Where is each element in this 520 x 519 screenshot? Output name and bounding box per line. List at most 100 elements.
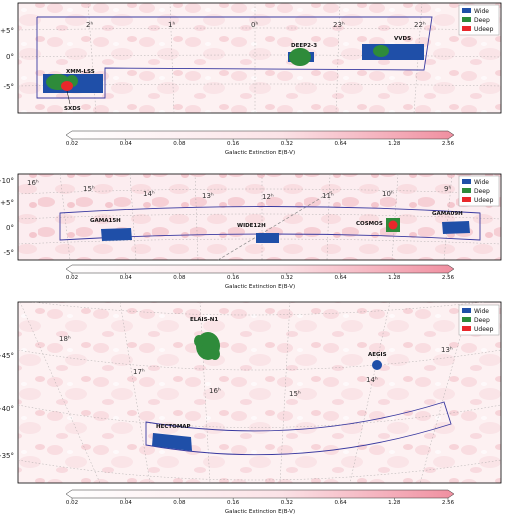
colorbar-tick-label: 0.02: [66, 141, 78, 147]
legend-label: Udeep: [474, 326, 494, 333]
legend-label: Wide: [474, 8, 489, 15]
ra-tick: 17ʰ: [133, 368, 145, 376]
legend-swatch-wide: [462, 8, 471, 13]
dec-tick: +40°: [0, 405, 14, 413]
colorbar-tick-label: 0.08: [173, 275, 186, 281]
colorbar-tick-label: 0.32: [281, 500, 293, 506]
colorbar-tick-label: 0.02: [66, 275, 78, 281]
vvds-deep-footprint: [373, 45, 389, 57]
field-aegis: AEGIS: [368, 352, 387, 370]
ra-tick: 14ʰ: [366, 376, 378, 384]
dec-tick: 0°: [6, 224, 14, 232]
field-gama15h: GAMA15H: [90, 218, 132, 241]
legend: Wide Deep Udeep: [458, 4, 500, 36]
gama09h-wide-footprint: [442, 221, 470, 234]
vvds-wide-footprint: [362, 44, 424, 60]
field-label: AEGIS: [368, 352, 387, 358]
dec-tick: +10°: [0, 177, 14, 185]
panel-top-dec-ticks: +5° 0° -5°: [0, 27, 14, 91]
field-label: WIDE12H: [237, 223, 266, 229]
legend-label: Deep: [474, 17, 490, 24]
colorbar-tick-label: 2.56: [442, 141, 455, 147]
ra-tick: 1ʰ: [168, 21, 175, 29]
legend-swatch-deep: [462, 188, 471, 193]
colorbar-tick-label: 0.08: [173, 141, 186, 147]
legend-label: Wide: [474, 308, 489, 315]
ra-tick: 11ʰ: [322, 192, 334, 200]
colorbar-tick-label: 0.32: [281, 275, 293, 281]
panel-bottom-ra-ticks: 18ʰ 17ʰ 16ʰ 15ʰ 14ʰ 13ʰ: [59, 335, 453, 398]
sxds-pointer: [66, 90, 71, 105]
legend-label: Wide: [474, 179, 489, 186]
gama15h-wide-footprint: [101, 228, 132, 241]
legend-swatch-wide: [462, 179, 471, 184]
field-label: ELAIS-N1: [190, 317, 218, 323]
ra-tick: 0ʰ: [251, 21, 258, 29]
field-gama09h: GAMA09H: [432, 211, 470, 234]
dec-tick: +5°: [0, 199, 14, 207]
legend-swatch-wide: [462, 308, 471, 313]
field-label: XMM-LSS: [66, 69, 95, 75]
colorbar-tick-label: 2.56: [442, 275, 455, 281]
colorbar-bottom: 0.02 0.04 0.08 0.16 0.32 0.64 1.28 2.56 Galacti…: [65, 489, 455, 515]
dec-tick: 0°: [6, 53, 14, 61]
legend: Wide Deep Udeep: [458, 175, 500, 207]
field-label: GAMA09H: [432, 211, 463, 217]
legend-label: Deep: [474, 188, 490, 195]
field-vvds: VVDS: [362, 36, 424, 60]
aegis-wide-footprint: [372, 360, 382, 370]
panel-middle-frame: [17, 173, 502, 261]
legend-swatch-deep: [462, 317, 471, 322]
ra-tick: 12ʰ: [262, 193, 274, 201]
colorbar-tick-label: 0.64: [334, 500, 347, 506]
survey-boundary: [36, 16, 433, 99]
colorbar-tick-label: 2.56: [442, 500, 455, 506]
ra-tick: 16ʰ: [27, 179, 39, 187]
panel-middle: 16ʰ 15ʰ 14ʰ 13ʰ 12ʰ 11ʰ 10ʰ 9ʰ +10° +5° …: [0, 173, 502, 261]
panel-middle-dec-ticks: +10° +5° 0° -5°: [0, 177, 14, 257]
survey-boundary: [145, 401, 452, 456]
ra-tick: 15ʰ: [83, 185, 95, 193]
deep2-deep-footprint: [289, 48, 311, 66]
field-wide12h: WIDE12H: [237, 223, 279, 243]
colorbar-tick-label: 0.04: [120, 500, 133, 506]
panel-bottom-dec-ticks: +45° +40° +35°: [0, 352, 14, 460]
field-label: SXDS: [64, 106, 81, 112]
panel-bottom: 18ʰ 17ʰ 16ʰ 15ʰ 14ʰ 13ʰ +45° +40° +35° E…: [0, 301, 502, 484]
colorbar: [65, 130, 455, 140]
field-hectomap: HECTOMAP: [152, 424, 192, 451]
colorbar-tick-label: 1.28: [388, 141, 401, 147]
ra-tick: 16ʰ: [209, 387, 221, 395]
colorbar-tick-label: 0.16: [227, 275, 240, 281]
colorbar-top: 0.02 0.04 0.08 0.16 0.32 0.64 1.28 2.56 Galacti…: [65, 130, 455, 156]
field-elais-n1: ELAIS-N1: [190, 317, 220, 360]
galactic-plane-line: [217, 189, 335, 261]
colorbar-label: Galactic Extinction E(B-V): [225, 509, 295, 515]
ra-tick: 2ʰ: [86, 21, 93, 29]
ra-tick: 18ʰ: [59, 335, 71, 343]
colorbar-tick-label: 0.64: [334, 141, 347, 147]
panel-top-ra-ticks: 2ʰ 1ʰ 0ʰ 23ʰ 22ʰ: [86, 21, 426, 29]
colorbar-tick-label: 0.08: [173, 500, 186, 506]
dec-tick: -5°: [4, 249, 14, 257]
colorbar-label: Galactic Extinction E(B-V): [225, 284, 295, 290]
panel-top-frame: [17, 2, 502, 114]
colorbar-tick-label: 0.04: [120, 275, 133, 281]
colorbar-tick-label: 1.28: [388, 275, 401, 281]
legend-label: Deep: [474, 317, 490, 324]
ra-tick: 23ʰ: [333, 21, 345, 29]
panel-middle-ra-ticks: 16ʰ 15ʰ 14ʰ 13ʰ 12ʰ 11ʰ 10ʰ 9ʰ: [27, 179, 451, 201]
elais-deep-footprint: [210, 348, 220, 360]
sxds-udeep-footprint: [61, 81, 73, 91]
panel-top: 2ʰ 1ʰ 0ʰ 23ʰ 22ʰ +5° 0° -5° XMM-LSS SXDS…: [0, 2, 502, 114]
colorbar-tick-label: 0.16: [227, 141, 240, 147]
ra-tick: 10ʰ: [382, 190, 394, 198]
dec-tick: +5°: [0, 27, 14, 35]
field-xmm-lss: XMM-LSS SXDS: [43, 69, 103, 112]
colorbar-tick-label: 0.64: [334, 275, 347, 281]
ra-tick: 9ʰ: [444, 185, 451, 193]
legend-label: Udeep: [474, 26, 494, 33]
ra-tick: 15ʰ: [289, 390, 301, 398]
field-label: HECTOMAP: [156, 424, 191, 430]
